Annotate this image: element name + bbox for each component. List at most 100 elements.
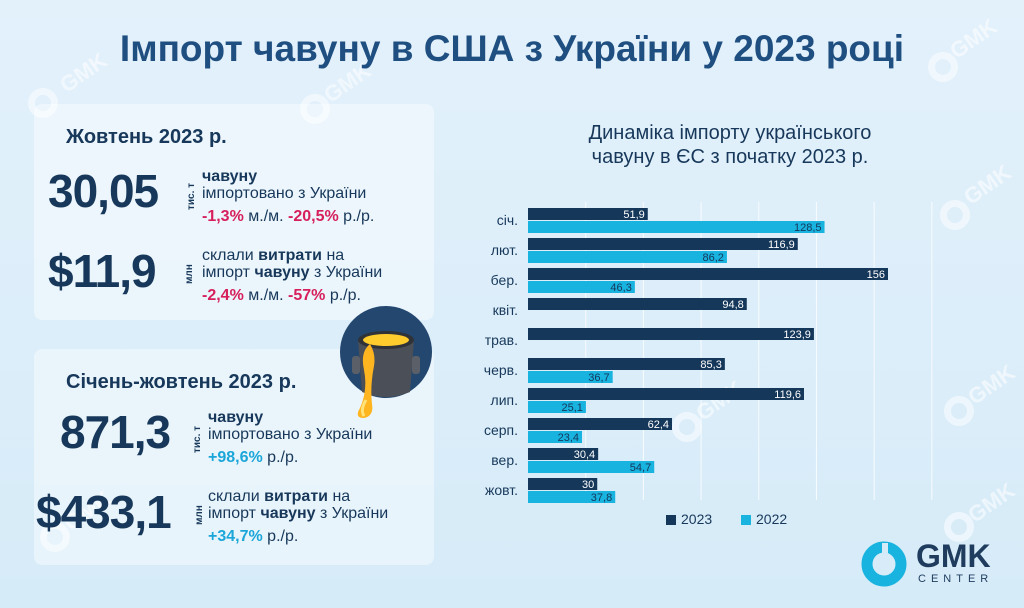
bar-2022 (528, 431, 582, 443)
desc-bold: чавуну (202, 168, 258, 185)
ytd-cost-change: +34,7% р./р. (208, 528, 298, 546)
category-label: черв. (484, 362, 518, 378)
ytd-panel: Січень-жовтень 2023 р. 871,3 тис. т чаву… (34, 349, 434, 565)
bar-2023 (528, 478, 598, 490)
category-label: трав. (485, 332, 518, 348)
desc-text: з України (309, 264, 383, 281)
watermark-ring (40, 522, 70, 552)
mm-suffix: м./м. (243, 208, 289, 225)
bar-2023 (528, 268, 888, 280)
molten-iron-pot-icon (340, 306, 432, 418)
desc-text: імпорт (202, 264, 255, 281)
october-cost-desc: склали витрати на імпорт чавуну з Україн… (202, 247, 382, 281)
mm-change: -2,4% (202, 287, 244, 304)
category-label: серп. (484, 422, 518, 438)
chart-title-line: чавуну в ЄС з початку 2023 р. (591, 146, 869, 168)
desc-bold: чавуну (208, 409, 264, 426)
bar-2022 (528, 371, 613, 383)
watermark-ring (944, 512, 974, 542)
desc-text: на (322, 247, 345, 264)
desc-bold: витрати (264, 488, 328, 505)
ytd-volume-change: +98,6% р./р. (208, 449, 298, 467)
desc-text: імпорт (208, 505, 261, 522)
bar-2023 (528, 418, 672, 430)
mm-suffix: м./м. (243, 287, 289, 304)
desc-bold: чавуну (260, 505, 316, 522)
yy-suffix: р./р. (325, 287, 361, 304)
data-label: 156 (867, 269, 885, 281)
ytd-volume-value: 871,3 (60, 406, 171, 458)
watermark-ring (940, 200, 970, 230)
legend-label: 2023 (681, 511, 713, 527)
october-volume-desc: чавуну імпортовано з України (202, 168, 366, 202)
legend-2023: 2023 (666, 511, 712, 527)
chart-title-line: Динаміка імпорту українського (588, 122, 872, 144)
desc-text: імпортовано з України (202, 185, 367, 202)
october-volume-value: 30,05 (48, 165, 159, 217)
yy-suffix: р./р. (338, 208, 375, 225)
data-label: 36,7 (588, 372, 609, 384)
october-heading: Жовтень 2023 р. (66, 126, 227, 148)
data-label: 86,2 (703, 252, 724, 264)
data-label: 54,7 (630, 462, 651, 474)
category-label: січ. (497, 212, 518, 228)
bar-2022 (528, 281, 635, 293)
ytd-heading: Січень-жовтень 2023 р. (66, 371, 297, 393)
october-panel: Жовтень 2023 р. 30,05 тис. т чавуну імпо… (34, 104, 434, 320)
watermark-ring (928, 52, 958, 82)
data-label: 37,8 (591, 492, 612, 504)
yy-change: -57% (288, 287, 326, 304)
yy-suffix: р./р. (262, 528, 299, 545)
category-label: лип. (491, 392, 518, 408)
legend-label: 2022 (756, 511, 788, 527)
yy-suffix: р./р. (262, 449, 299, 466)
desc-bold: витрати (258, 247, 322, 264)
legend-2022: 2022 (741, 511, 787, 527)
bar-2022 (528, 491, 616, 503)
data-label: 23,4 (558, 432, 579, 444)
bar-2023 (528, 208, 648, 220)
gmk-logo-icon (861, 541, 907, 587)
data-label: 30,4 (574, 449, 595, 461)
data-label: 94,8 (722, 299, 743, 311)
desc-text: імпортовано з України (208, 426, 373, 443)
bar-2022 (528, 251, 727, 263)
bar-2023 (528, 358, 725, 370)
october-volume-change: -1,3% м./м. -20,5% р./р. (202, 208, 374, 226)
category-label: бер. (491, 272, 518, 288)
watermark-ring (672, 412, 702, 442)
data-label: 62,4 (648, 419, 669, 431)
ytd-cost-desc: склали витрати на імпорт чавуну з Україн… (208, 488, 388, 522)
category-label: квіт. (493, 302, 518, 318)
legend-swatch (666, 515, 676, 526)
data-label: 25,1 (562, 402, 583, 414)
data-label: 46,3 (610, 282, 631, 294)
mm-change: -1,3% (202, 208, 244, 225)
category-label: лют. (491, 242, 518, 258)
yy-change: +98,6% (208, 449, 263, 466)
desc-text: на (328, 488, 351, 505)
yy-change: +34,7% (208, 528, 263, 545)
desc-bold: чавуну (254, 264, 310, 281)
logo-sub: CENTER (918, 573, 994, 585)
ytd-volume-desc: чавуну імпортовано з України (208, 409, 372, 443)
watermark-ring (300, 94, 330, 124)
bar-2023 (528, 298, 747, 310)
bar-2023 (528, 238, 798, 250)
bar-2023 (528, 328, 814, 340)
legend-swatch (741, 515, 751, 526)
data-label: 85,3 (700, 359, 721, 371)
chart-title: Динаміка імпорту українського чавуну в Є… (520, 121, 940, 169)
page-title: Імпорт чавуну в США з України у 2023 роц… (119, 28, 905, 69)
logo-name: GMK (916, 538, 991, 574)
data-label: 119,6 (774, 389, 801, 401)
bar-2022 (528, 401, 586, 413)
bar-2022 (528, 461, 655, 473)
data-label: 116,9 (768, 239, 795, 251)
watermark-ring (944, 396, 974, 426)
data-label: 30 (582, 479, 594, 491)
bar-2022 (528, 221, 825, 233)
bar-2023 (528, 388, 804, 400)
data-label: 128,5 (794, 222, 822, 234)
